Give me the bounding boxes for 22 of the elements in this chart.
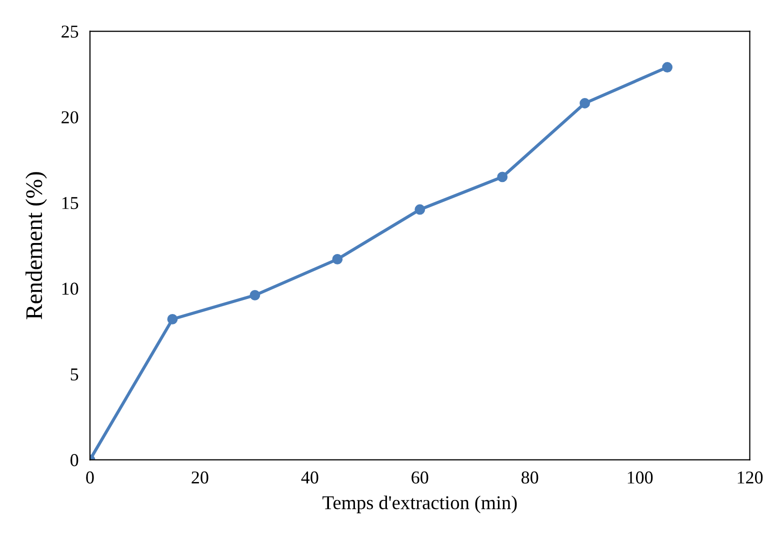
y-tick-label: 15	[62, 197, 78, 210]
x-tick-label: 120	[738, 471, 763, 484]
point	[414, 204, 426, 215]
x-tick-label: 20	[192, 471, 208, 484]
point	[580, 98, 590, 108]
x-tick-label: 0	[86, 471, 94, 484]
x-tick-label: 80	[522, 471, 538, 484]
point	[332, 254, 343, 264]
x-axis-title: Temps d'extraction (min)	[322, 496, 517, 514]
y-axis-title: Rendement (%)	[26, 172, 47, 320]
x-tick-label: 40	[301, 471, 318, 484]
x-tick-label: 100	[628, 471, 653, 484]
x-tick-label: 60	[412, 471, 428, 484]
point	[250, 290, 260, 300]
y-tick-label: 20	[62, 111, 78, 124]
point	[167, 314, 178, 324]
y-tick-label: 0	[70, 454, 78, 466]
y-tick-label: 10	[62, 282, 78, 295]
y-tick-label: 5	[70, 368, 78, 381]
point	[497, 172, 508, 182]
point	[662, 62, 673, 72]
y-tick-label: 25	[62, 26, 78, 38]
